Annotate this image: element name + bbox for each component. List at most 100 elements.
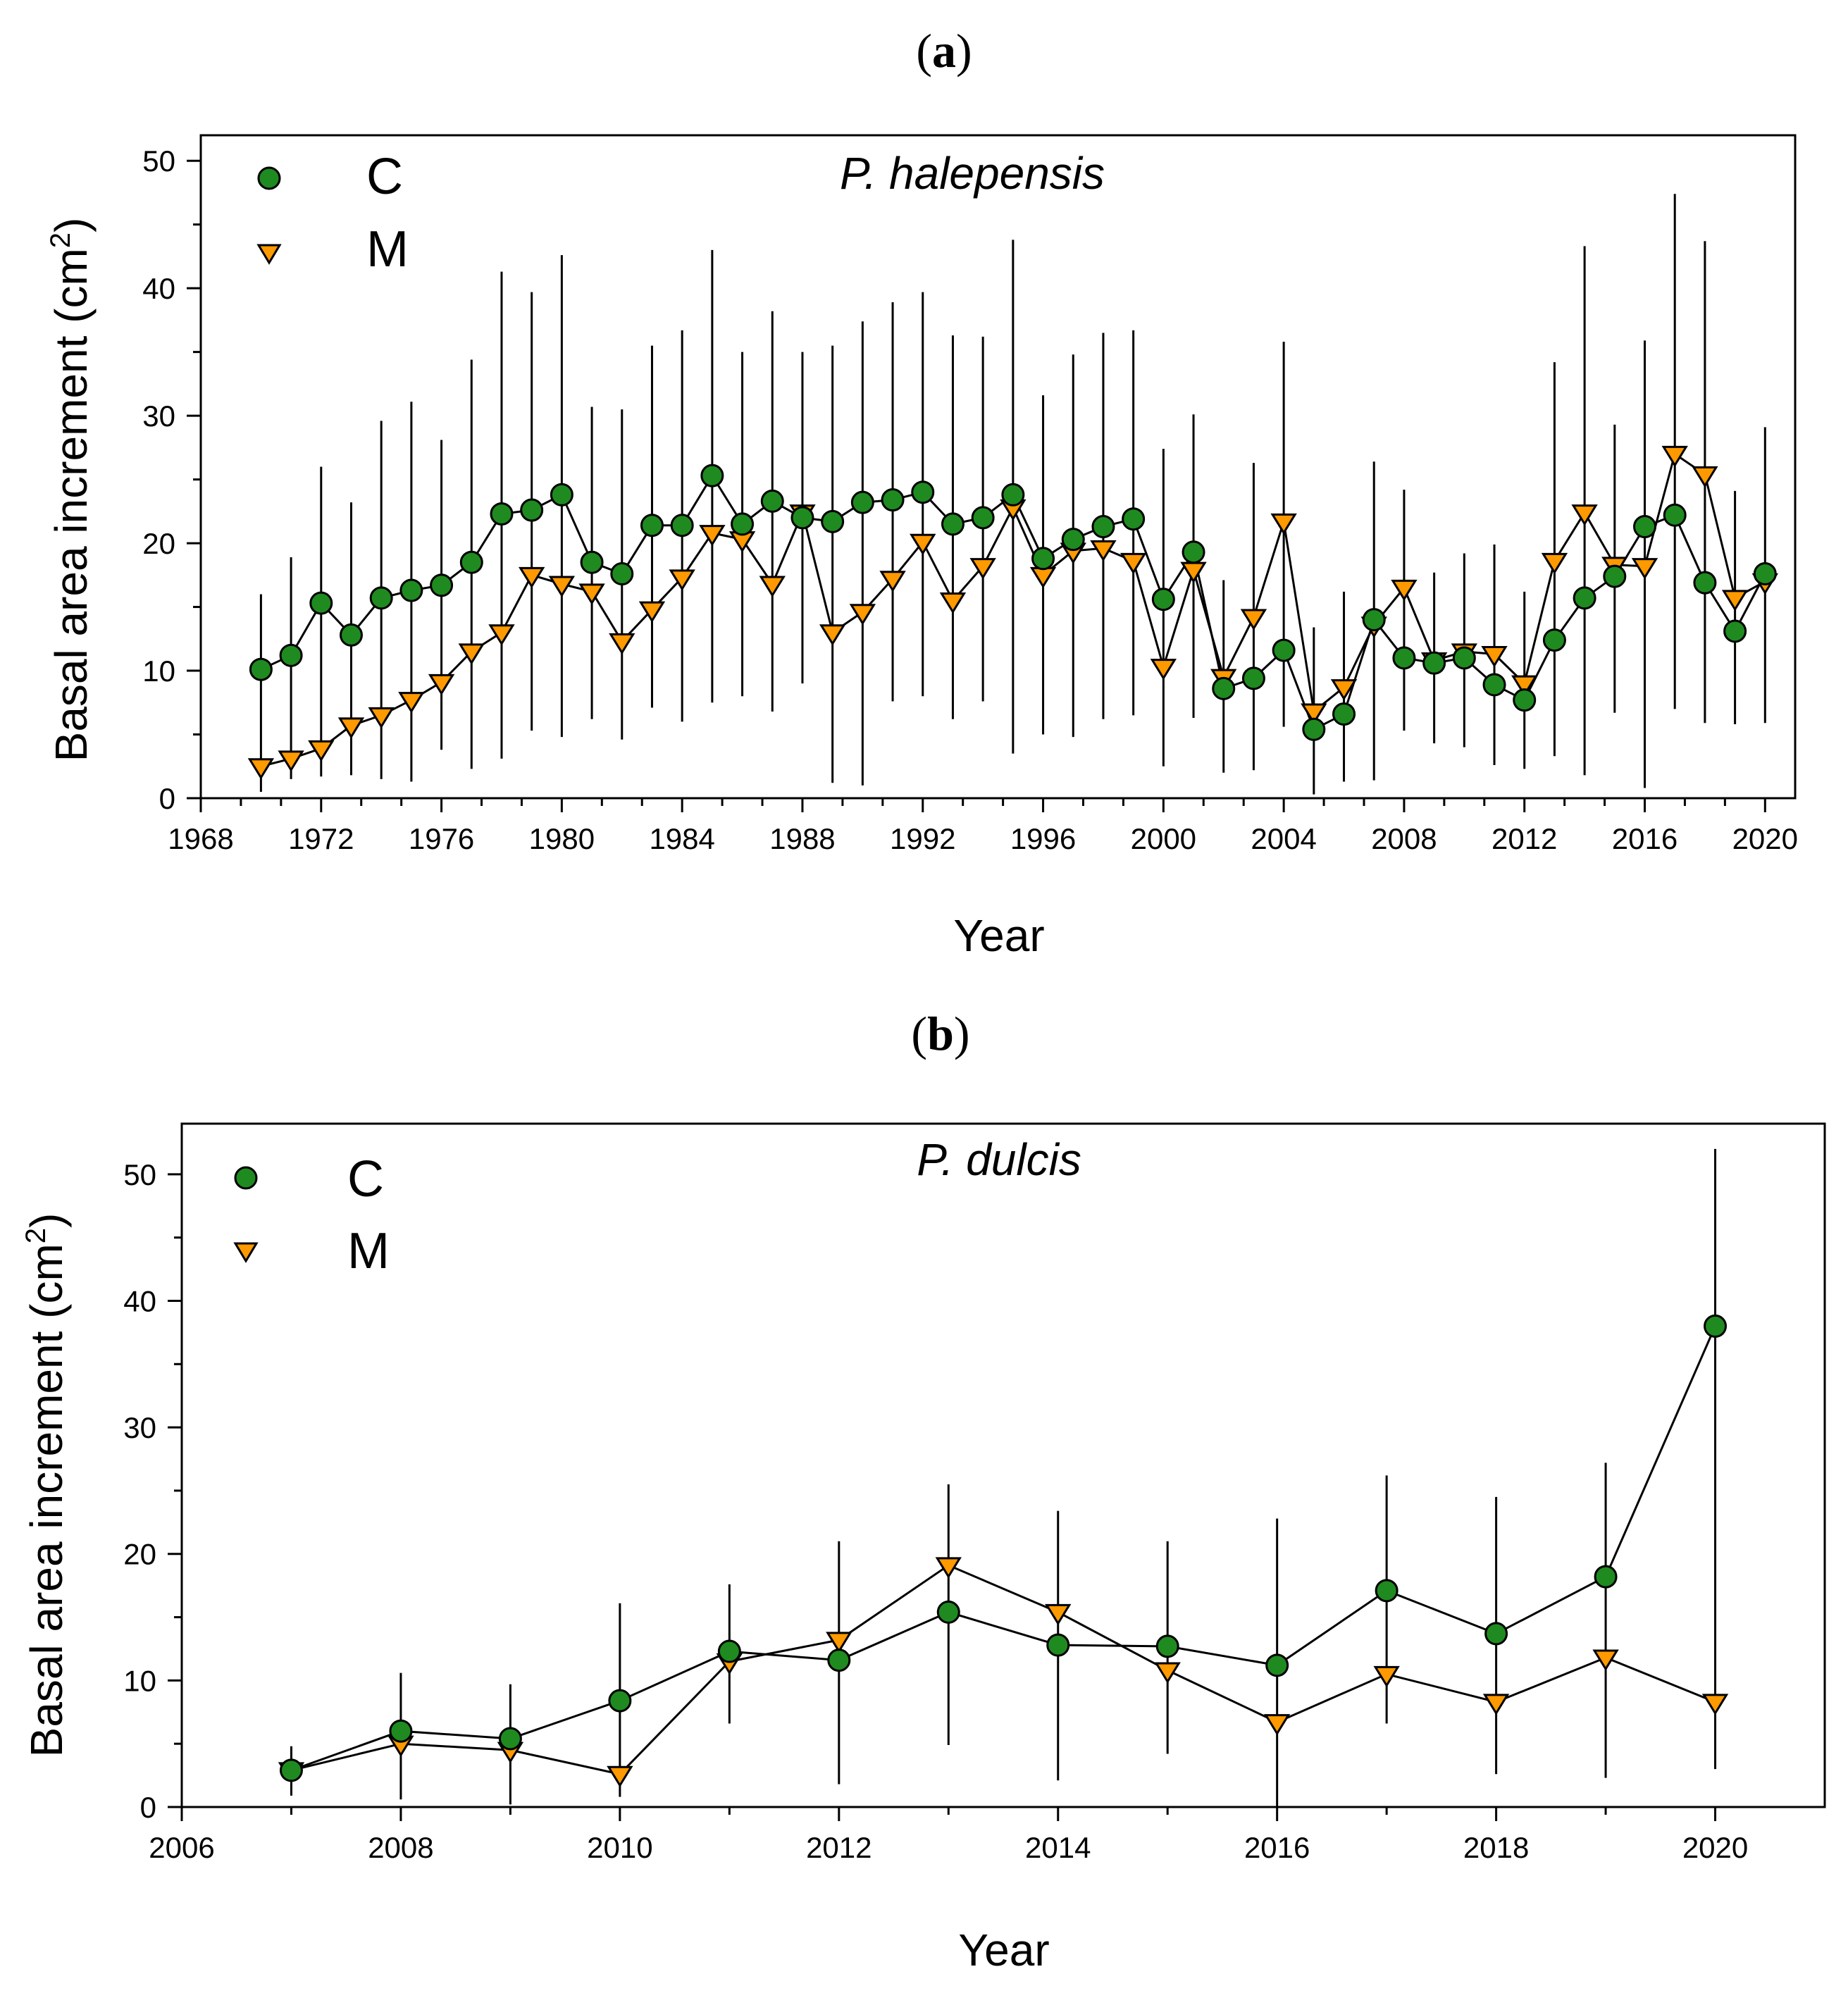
m-point [939,592,967,614]
m-point [1482,1694,1510,1715]
y-tick-label: 0 [140,1791,156,1824]
m-point [669,569,695,591]
x-tick-label: 2006 [149,1831,214,1864]
y-tick-label: 10 [142,654,175,688]
legend-m-marker [256,244,282,265]
m-point [638,601,666,623]
c-point [1302,717,1326,741]
c-point [550,483,573,507]
m-point [1120,552,1147,575]
c-point [1155,1634,1179,1658]
m-point [1571,504,1598,526]
y-tick-label: 30 [123,1411,156,1444]
plot-area: 0 10 20 30 40 50 1968 1972 1976 1980 1984 1988 1992 1… [142,134,1798,855]
c-point [760,489,784,513]
x-tick-label: 2020 [1682,1831,1748,1864]
c-point [1704,1314,1728,1338]
c-point [279,1758,303,1782]
m-point [1511,675,1538,697]
panel-label-a: (a) [916,24,972,77]
m-point [1692,466,1718,488]
m-point [247,758,275,780]
c-point [640,514,664,538]
legend-m-label: M [366,221,409,278]
m-point [1045,1603,1072,1626]
chart-title-b: P. dulcis [917,1134,1081,1185]
m-point [518,566,545,589]
panel-letter-b: b [927,1007,954,1060]
panel-a: (a) P. halepensis Basal area increment (… [45,24,1798,961]
c-point [608,1689,632,1713]
m-point [969,558,996,580]
m-point [1661,445,1688,468]
panel-label-b: (b) [911,1007,969,1060]
m-point [368,707,395,729]
x-tick-label: 2014 [1025,1831,1091,1864]
c-point [1332,702,1356,726]
m-point [879,571,906,592]
m-point [1701,1694,1729,1715]
y-tick-label: 40 [123,1284,156,1317]
m-point [1150,659,1177,681]
c-point [1482,673,1506,697]
c-point [1723,619,1747,643]
c-point [1241,666,1265,690]
m-point [337,717,365,739]
x-tick-label: 2016 [1612,822,1678,855]
m-point [849,604,876,626]
m-point [578,583,605,605]
y-axis-label-a-main: Basal area increment (cm [46,248,97,762]
y-tick-label: 40 [142,272,175,305]
c-point [1392,646,1416,670]
panel-b: (b) P. dulcis Basal area increment (cm2)… [20,1007,1826,1975]
c-point [399,578,423,602]
m-point [1541,552,1568,575]
m-point [1090,540,1117,562]
c-point [731,512,755,536]
c-point [279,643,303,667]
c-point [1061,528,1085,552]
legend-m-label: M [347,1223,390,1279]
legend-m-marker [233,1242,259,1263]
legend-c-marker [234,1166,258,1190]
x-axis-label-b: Year [958,1925,1049,1975]
m-point [607,1765,633,1788]
y-tick-label: 50 [123,1158,156,1191]
x-tick-label: 1968 [168,822,233,855]
c-point [459,550,483,574]
y-tick-label: 20 [142,527,175,560]
c-point [1212,676,1236,700]
x-tick-label: 1984 [649,822,714,855]
m-point [609,633,635,655]
y-axis-label-a-close: ) [46,218,97,232]
c-point [850,490,874,514]
c-point [1375,1579,1399,1603]
x-tick-label: 1996 [1010,822,1076,855]
chart-title-a: P. halepensis [840,148,1105,199]
m-point [910,533,936,556]
c-point [821,509,845,533]
legend-c-label: C [366,149,403,205]
x-tick-label: 2018 [1463,1831,1529,1864]
c-point [936,1600,960,1624]
legend-b: C M [233,1151,390,1279]
c-point [670,514,694,538]
m-point [1481,646,1508,668]
x-tick-label: 2004 [1251,822,1316,855]
x-tick-label: 2008 [1371,822,1437,855]
m-point [819,624,846,646]
m-point [1270,513,1297,535]
m-point [398,692,425,714]
c-point [339,623,363,647]
m-point [1240,609,1267,631]
c-point [1091,515,1115,539]
c-point [389,1719,413,1743]
y-tick-label: 50 [142,144,175,178]
c-point [1633,515,1657,539]
y-tick-label: 20 [123,1538,156,1571]
c-point [700,464,724,488]
m-point [1391,579,1418,602]
c-point [1452,646,1476,670]
c-point [520,498,544,522]
x-tick-label: 2012 [1492,822,1557,855]
